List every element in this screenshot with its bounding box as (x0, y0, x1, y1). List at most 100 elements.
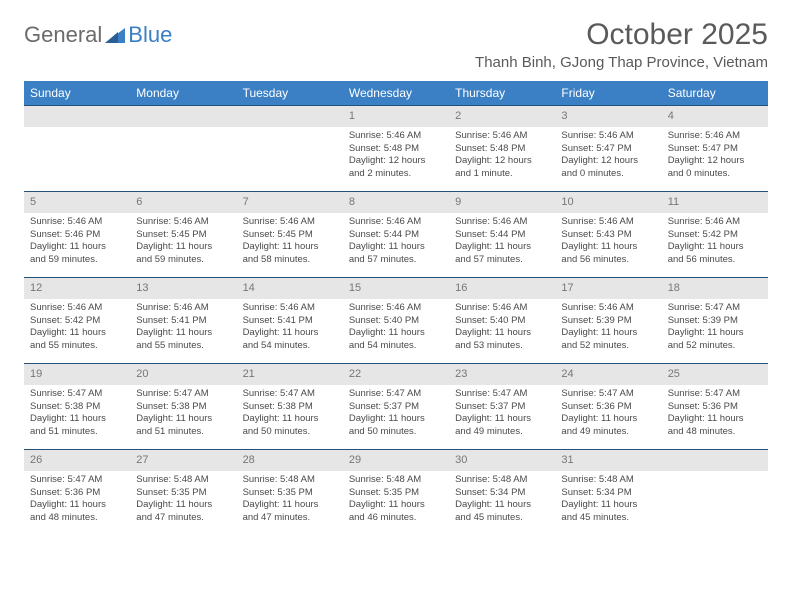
calendar-cell: 7Sunrise: 5:46 AMSunset: 5:45 PMDaylight… (237, 191, 343, 277)
day-header: Saturday (662, 81, 768, 105)
sunset-line: Sunset: 5:46 PM (30, 229, 124, 242)
day-number: 1 (343, 105, 449, 127)
day-number: 27 (130, 449, 236, 471)
day-number: . (130, 105, 236, 127)
calendar-cell: 9Sunrise: 5:46 AMSunset: 5:44 PMDaylight… (449, 191, 555, 277)
cell-body: Sunrise: 5:46 AMSunset: 5:47 PMDaylight:… (662, 127, 768, 185)
sunset-line: Sunset: 5:35 PM (243, 487, 337, 500)
calendar-table: Sunday Monday Tuesday Wednesday Thursday… (24, 81, 768, 535)
day-number: . (237, 105, 343, 127)
cell-body: Sunrise: 5:48 AMSunset: 5:35 PMDaylight:… (237, 471, 343, 529)
cell-body: Sunrise: 5:46 AMSunset: 5:40 PMDaylight:… (343, 299, 449, 357)
daylight-line: Daylight: 12 hours and 0 minutes. (561, 155, 655, 181)
sunrise-line: Sunrise: 5:46 AM (136, 302, 230, 315)
daylight-line: Daylight: 11 hours and 59 minutes. (30, 241, 124, 267)
sunrise-line: Sunrise: 5:47 AM (455, 388, 549, 401)
sunset-line: Sunset: 5:35 PM (136, 487, 230, 500)
cell-body: Sunrise: 5:46 AMSunset: 5:41 PMDaylight:… (130, 299, 236, 357)
sunrise-line: Sunrise: 5:46 AM (349, 216, 443, 229)
cell-body: Sunrise: 5:47 AMSunset: 5:39 PMDaylight:… (662, 299, 768, 357)
daylight-line: Daylight: 11 hours and 57 minutes. (455, 241, 549, 267)
calendar-week-row: .Sunrise: Sunset: Daylight: .Sunrise: Su… (24, 105, 768, 191)
day-number: 6 (130, 191, 236, 213)
cell-body: Sunrise: 5:47 AMSunset: 5:38 PMDaylight:… (130, 385, 236, 443)
calendar-cell: 10Sunrise: 5:46 AMSunset: 5:43 PMDayligh… (555, 191, 661, 277)
cell-body: Sunrise: 5:47 AMSunset: 5:36 PMDaylight:… (24, 471, 130, 529)
calendar-cell: 26Sunrise: 5:47 AMSunset: 5:36 PMDayligh… (24, 449, 130, 535)
sunrise-line: Sunrise: 5:47 AM (136, 388, 230, 401)
sunset-line: Sunset: 5:44 PM (349, 229, 443, 242)
daylight-line: Daylight: 12 hours and 1 minute. (455, 155, 549, 181)
sunset-line: Sunset: 5:48 PM (455, 143, 549, 156)
sunrise-line: Sunrise: 5:46 AM (561, 302, 655, 315)
sunrise-line: Sunrise: 5:46 AM (455, 302, 549, 315)
calendar-cell: 31Sunrise: 5:48 AMSunset: 5:34 PMDayligh… (555, 449, 661, 535)
daylight-line: Daylight: 11 hours and 55 minutes. (136, 327, 230, 353)
cell-body: Sunrise: 5:48 AMSunset: 5:34 PMDaylight:… (449, 471, 555, 529)
daylight-line: Daylight: 11 hours and 54 minutes. (349, 327, 443, 353)
sunrise-line: Sunrise: 5:46 AM (243, 302, 337, 315)
day-number: 11 (662, 191, 768, 213)
sunset-line: Sunset: 5:36 PM (668, 401, 762, 414)
calendar-week-row: 12Sunrise: 5:46 AMSunset: 5:42 PMDayligh… (24, 277, 768, 363)
cell-body: Sunrise: 5:46 AMSunset: 5:42 PMDaylight:… (662, 213, 768, 271)
sunrise-line: Sunrise: 5:47 AM (30, 474, 124, 487)
daylight-line: Daylight: 11 hours and 50 minutes. (349, 413, 443, 439)
sunrise-line: Sunrise: 5:46 AM (561, 130, 655, 143)
sunset-line: Sunset: 5:45 PM (243, 229, 337, 242)
cell-body: Sunrise: 5:46 AMSunset: 5:45 PMDaylight:… (237, 213, 343, 271)
day-number: 16 (449, 277, 555, 299)
calendar-cell: 21Sunrise: 5:47 AMSunset: 5:38 PMDayligh… (237, 363, 343, 449)
cell-body: Sunrise: 5:46 AMSunset: 5:45 PMDaylight:… (130, 213, 236, 271)
day-number: . (24, 105, 130, 127)
sunset-line: Sunset: 5:38 PM (136, 401, 230, 414)
day-number: 24 (555, 363, 661, 385)
month-title: October 2025 (475, 18, 768, 52)
calendar-cell: 30Sunrise: 5:48 AMSunset: 5:34 PMDayligh… (449, 449, 555, 535)
sunrise-line: Sunrise: 5:48 AM (136, 474, 230, 487)
daylight-line: Daylight: 12 hours and 0 minutes. (668, 155, 762, 181)
day-header-row: Sunday Monday Tuesday Wednesday Thursday… (24, 81, 768, 105)
day-header: Friday (555, 81, 661, 105)
cell-body: Sunrise: 5:46 AMSunset: 5:43 PMDaylight:… (555, 213, 661, 271)
day-number: 18 (662, 277, 768, 299)
cell-body: Sunrise: 5:47 AMSunset: 5:38 PMDaylight:… (24, 385, 130, 443)
sunset-line: Sunset: 5:43 PM (561, 229, 655, 242)
day-number: 2 (449, 105, 555, 127)
daylight-line: Daylight: 11 hours and 59 minutes. (136, 241, 230, 267)
calendar-cell: 17Sunrise: 5:46 AMSunset: 5:39 PMDayligh… (555, 277, 661, 363)
day-number: 21 (237, 363, 343, 385)
cell-body: Sunrise: 5:46 AMSunset: 5:41 PMDaylight:… (237, 299, 343, 357)
logo-text-1: General (24, 22, 102, 48)
calendar-cell: 19Sunrise: 5:47 AMSunset: 5:38 PMDayligh… (24, 363, 130, 449)
sunset-line: Sunset: 5:41 PM (136, 315, 230, 328)
cell-body: Sunrise: 5:46 AMSunset: 5:48 PMDaylight:… (343, 127, 449, 185)
daylight-line: Daylight: 11 hours and 51 minutes. (136, 413, 230, 439)
calendar-cell: 29Sunrise: 5:48 AMSunset: 5:35 PMDayligh… (343, 449, 449, 535)
cell-body: Sunrise: 5:46 AMSunset: 5:42 PMDaylight:… (24, 299, 130, 357)
day-number: 7 (237, 191, 343, 213)
sunrise-line: Sunrise: 5:47 AM (30, 388, 124, 401)
sunset-line: Sunset: 5:36 PM (561, 401, 655, 414)
sunrise-line: Sunrise: 5:46 AM (243, 216, 337, 229)
day-number: . (662, 449, 768, 471)
daylight-line: Daylight: 11 hours and 54 minutes. (243, 327, 337, 353)
calendar-cell: 27Sunrise: 5:48 AMSunset: 5:35 PMDayligh… (130, 449, 236, 535)
day-number: 17 (555, 277, 661, 299)
calendar-cell: .Sunrise: Sunset: Daylight: (237, 105, 343, 191)
cell-body: Sunrise: 5:46 AMSunset: 5:40 PMDaylight:… (449, 299, 555, 357)
sunset-line: Sunset: 5:36 PM (30, 487, 124, 500)
calendar-cell: 15Sunrise: 5:46 AMSunset: 5:40 PMDayligh… (343, 277, 449, 363)
calendar-week-row: 26Sunrise: 5:47 AMSunset: 5:36 PMDayligh… (24, 449, 768, 535)
daylight-line: Daylight: 11 hours and 50 minutes. (243, 413, 337, 439)
cell-body: Sunrise: 5:46 AMSunset: 5:39 PMDaylight:… (555, 299, 661, 357)
sunset-line: Sunset: 5:47 PM (561, 143, 655, 156)
day-number: 3 (555, 105, 661, 127)
day-header: Sunday (24, 81, 130, 105)
day-number: 5 (24, 191, 130, 213)
sunrise-line: Sunrise: 5:46 AM (30, 216, 124, 229)
calendar-cell: 4Sunrise: 5:46 AMSunset: 5:47 PMDaylight… (662, 105, 768, 191)
day-number: 12 (24, 277, 130, 299)
sunrise-line: Sunrise: 5:47 AM (561, 388, 655, 401)
day-number: 30 (449, 449, 555, 471)
